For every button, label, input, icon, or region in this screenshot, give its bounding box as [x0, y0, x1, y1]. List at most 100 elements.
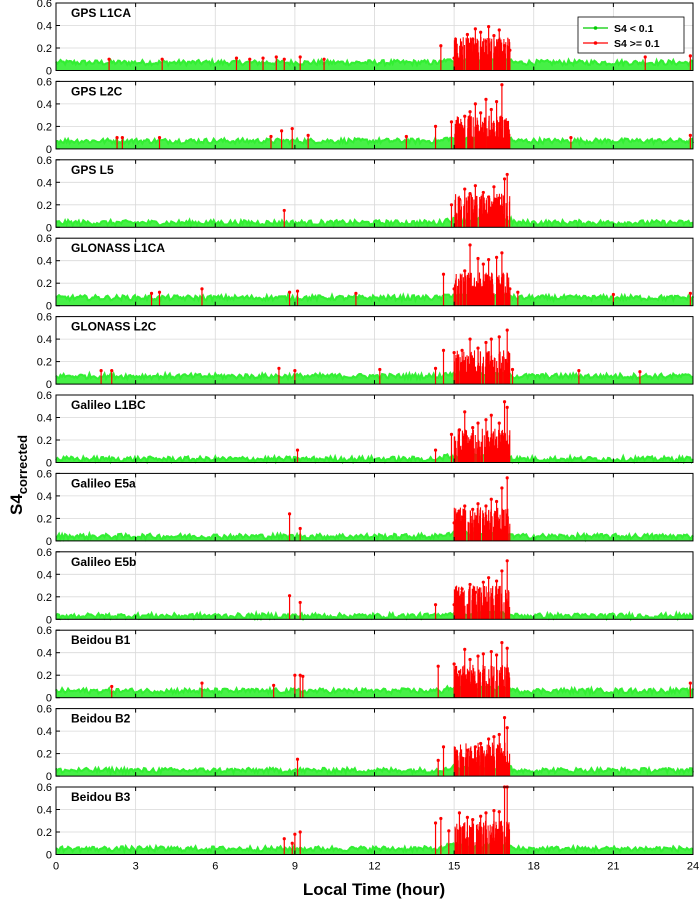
data-point [502, 177, 507, 181]
data-point [468, 657, 472, 662]
data-point [510, 367, 515, 372]
data-point [157, 136, 162, 140]
data-point [200, 287, 204, 291]
data-point [489, 413, 493, 417]
data-point [293, 369, 297, 373]
data-point [293, 673, 297, 677]
y-tick-label: 0.6 [37, 0, 52, 10]
data-point [688, 291, 692, 295]
data-point [468, 243, 472, 247]
data-point [479, 111, 483, 115]
data-point [298, 55, 302, 59]
panel-1: 0 0.2 0.4 0.6 GPS L1CA S4 < 0.1 S4 >= 0.1 [37, 0, 694, 78]
data-point [494, 100, 499, 104]
panel-8: 0 0.2 0.4 0.6 Galileo E5b [37, 547, 694, 626]
y-tick-label: 0.4 [37, 648, 52, 660]
data-point [441, 745, 446, 749]
legend-label: S4 >= 0.1 [614, 38, 660, 50]
data-point [280, 129, 284, 133]
data-point [497, 421, 501, 425]
data-point [460, 46, 464, 50]
data-point [463, 269, 467, 273]
y-tick-label: 0.4 [37, 805, 52, 817]
data-point [261, 56, 265, 60]
y-tick-label: 0.6 [37, 625, 52, 637]
data-point [505, 172, 509, 177]
data-point [505, 405, 509, 409]
data-point [465, 748, 469, 752]
data-point [298, 673, 302, 677]
panel-title: GPS L5 [71, 163, 114, 177]
data-point [269, 134, 273, 139]
y-tick-label: 0.2 [37, 827, 52, 839]
data-point [457, 197, 462, 201]
x-axis-label: Local Time (hour) [303, 880, 445, 899]
panel-title: Galileo E5a [71, 476, 136, 490]
data-point [481, 190, 485, 195]
y-axis-label-main: S4 [7, 494, 26, 515]
y-tick-label: 0.6 [37, 233, 52, 245]
panel-title: Beidou B1 [71, 633, 131, 647]
data-point [468, 337, 472, 341]
data-point [487, 257, 491, 262]
data-point [481, 580, 485, 584]
data-point [306, 133, 310, 137]
data-point [487, 737, 491, 741]
data-point [157, 290, 162, 294]
data-point [433, 603, 438, 607]
data-point [497, 810, 501, 814]
data-point [282, 57, 286, 61]
data-point [497, 196, 501, 200]
data-point [484, 97, 488, 101]
data-point [497, 732, 501, 737]
y-tick-label: 0.6 [37, 547, 52, 559]
panel-title: Beidou B2 [71, 712, 131, 726]
data-point [468, 582, 472, 587]
data-point [298, 600, 302, 605]
data-point [577, 369, 581, 373]
data-point [492, 809, 496, 813]
y-tick-label: 0.4 [37, 177, 52, 189]
data-point [505, 646, 509, 650]
legend: S4 < 0.1 S4 >= 0.1 [577, 16, 685, 54]
data-point [433, 124, 438, 128]
data-point [447, 829, 451, 833]
data-point [489, 497, 493, 501]
x-tick-label: 0 [53, 861, 59, 873]
panel-title: GLONASS L2C [71, 320, 157, 334]
data-point [295, 757, 300, 761]
data-point [439, 816, 443, 821]
y-tick-label: 0.2 [37, 435, 52, 447]
data-point [481, 652, 485, 656]
y-tick-label: 0.2 [37, 357, 52, 369]
panel-5: 0 0.2 0.4 0.6 GLONASS L2C [37, 312, 694, 391]
data-point [452, 521, 456, 525]
data-point [457, 127, 462, 131]
data-point [500, 486, 504, 490]
data-point [463, 647, 467, 651]
data-point [457, 670, 462, 674]
x-tick-label: 3 [133, 861, 139, 873]
data-point [492, 185, 496, 189]
data-point [452, 287, 456, 291]
data-point [439, 44, 443, 48]
y-tick-label: 0.4 [37, 726, 52, 738]
data-point [452, 603, 456, 607]
data-point [471, 426, 475, 430]
data-point [449, 432, 454, 436]
y-tick-label: 0.6 [37, 312, 52, 324]
data-point [638, 370, 642, 374]
data-point [500, 83, 504, 87]
panel-11: 0 0.2 0.4 0.6 Beidou B3 0 3 6 9 12 15 18 21 24 [37, 782, 699, 873]
data-point [473, 27, 477, 31]
data-point [471, 507, 475, 511]
data-point [277, 366, 281, 370]
data-point [322, 57, 326, 61]
data-point [473, 590, 477, 594]
data-point [508, 287, 512, 291]
data-point [481, 262, 485, 266]
data-point [497, 28, 501, 32]
data-point [484, 340, 488, 345]
data-point [248, 57, 252, 61]
